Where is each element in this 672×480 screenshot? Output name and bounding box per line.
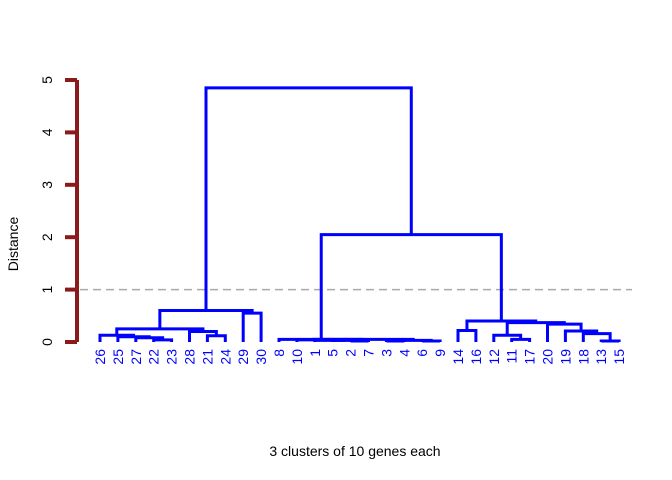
leaf-label: 29: [235, 349, 251, 365]
leaf-label: 13: [593, 349, 609, 365]
leaf-label: 21: [199, 349, 215, 365]
branch-merge: [152, 338, 174, 342]
y-tick-label: 0: [39, 338, 55, 346]
leaf-label: 8: [271, 349, 287, 357]
leaf-label: 20: [540, 349, 556, 365]
y-tick-label: 3: [39, 181, 55, 189]
y-axis-label: Distance: [5, 217, 21, 272]
branch-merge: [205, 334, 227, 342]
leaf-label: 2: [343, 349, 359, 357]
leaf-label: 5: [325, 349, 341, 357]
branch-merge: [599, 339, 621, 343]
leaf-label: 22: [146, 349, 162, 365]
x-axis-label: 3 clusters of 10 genes each: [269, 443, 440, 459]
y-tick-label: 2: [39, 233, 55, 241]
leaf-label: 14: [450, 349, 466, 365]
branch-merge: [510, 337, 532, 342]
branch-merge: [204, 86, 413, 311]
leaf-label: 7: [361, 349, 377, 357]
branch-merge: [116, 335, 151, 342]
leaf-label: 11: [504, 349, 520, 364]
leaf-label: 6: [414, 349, 430, 357]
leaf-label: 25: [110, 349, 126, 365]
branch-merge: [241, 311, 263, 342]
branch-merge: [319, 233, 503, 340]
y-axis: 0 1 2 3 4 5: [39, 76, 79, 346]
leaf-label: 17: [522, 349, 538, 365]
leaf-label: 4: [396, 349, 412, 357]
leaf-label: 23: [164, 349, 180, 365]
leaf-labels: 26 25 27 22 23 28 21 24 29 30 8 10 1 5 2 7 3 4 6 9 14 16 12 11 1…: [92, 349, 627, 365]
leaf-label: 16: [468, 349, 484, 365]
leaf-label: 12: [486, 349, 502, 365]
y-tick-label: 4: [39, 128, 55, 136]
leaf-label: 3: [378, 349, 394, 357]
leaf-label: 9: [432, 349, 448, 357]
leaf-label: 19: [557, 349, 573, 365]
branch-merge: [456, 328, 478, 342]
branch-merge: [277, 337, 364, 342]
leaf-label: 24: [217, 349, 233, 365]
leaf-label: 1: [307, 349, 323, 357]
leaf-label: 28: [182, 349, 198, 365]
branch-merge: [158, 309, 254, 329]
y-tick-label: 5: [39, 76, 55, 84]
leaf-label: 15: [611, 349, 627, 365]
leaf-label: 27: [128, 349, 144, 365]
leaf-label: 18: [575, 349, 591, 365]
y-tick-label: 1: [39, 285, 55, 293]
leaf-label: 30: [253, 349, 269, 365]
leaf-label: 26: [92, 349, 108, 365]
dendrogram-branches: [98, 86, 621, 343]
leaf-label: 10: [289, 349, 305, 365]
